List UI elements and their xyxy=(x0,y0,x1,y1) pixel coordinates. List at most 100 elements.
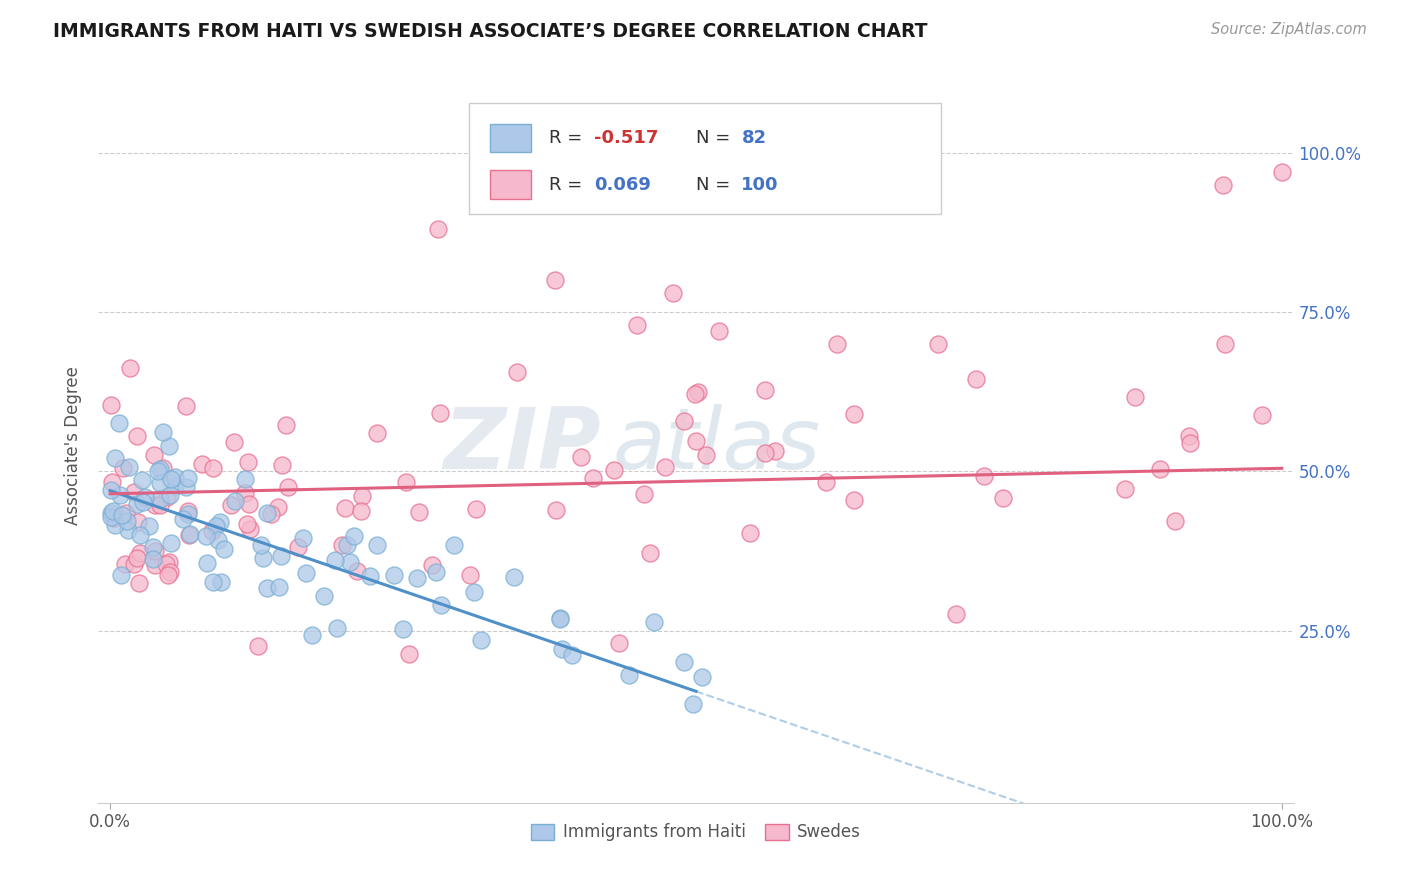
Point xyxy=(314,590,336,604)
Point xyxy=(695,449,717,463)
Point xyxy=(1212,178,1234,192)
Point xyxy=(110,567,132,582)
Point xyxy=(945,607,967,621)
Point xyxy=(149,462,172,476)
Point xyxy=(569,450,592,465)
Point xyxy=(222,434,245,449)
Point xyxy=(330,538,353,552)
Point xyxy=(654,459,676,474)
Point xyxy=(295,566,318,580)
Point xyxy=(352,489,374,503)
Text: 0.069: 0.069 xyxy=(595,176,651,194)
Point xyxy=(366,538,388,552)
Point xyxy=(157,439,180,453)
Point xyxy=(236,516,259,531)
Point xyxy=(271,458,294,472)
Point xyxy=(429,407,451,421)
Point xyxy=(239,522,262,536)
Point xyxy=(287,541,309,555)
Point xyxy=(212,541,235,556)
Point xyxy=(117,459,139,474)
Point xyxy=(142,540,165,554)
Point xyxy=(114,507,136,521)
Point xyxy=(177,507,200,521)
Point xyxy=(503,569,526,583)
Point xyxy=(965,372,987,386)
Point xyxy=(425,565,447,579)
Point xyxy=(844,493,866,508)
Point xyxy=(131,495,153,509)
Point xyxy=(159,565,181,579)
Legend: Immigrants from Haiti, Swedes: Immigrants from Haiti, Swedes xyxy=(524,817,868,848)
Point xyxy=(406,571,429,585)
Text: 82: 82 xyxy=(741,129,766,147)
Point xyxy=(673,415,696,429)
Point xyxy=(1149,462,1171,476)
Point xyxy=(709,324,731,338)
Point xyxy=(339,555,361,569)
Point xyxy=(238,455,260,469)
Point xyxy=(125,551,148,566)
Point xyxy=(176,504,198,518)
Point xyxy=(408,504,430,518)
Point xyxy=(134,490,156,504)
Point xyxy=(323,553,346,567)
Point xyxy=(1180,436,1202,450)
Point xyxy=(458,568,481,582)
Point xyxy=(143,499,166,513)
Point xyxy=(233,485,256,500)
Point xyxy=(366,426,388,441)
Point xyxy=(159,555,181,569)
Point xyxy=(190,458,212,472)
Point xyxy=(100,510,122,524)
Point xyxy=(754,446,776,460)
Point xyxy=(128,528,150,542)
Point xyxy=(844,407,866,421)
Point xyxy=(1251,408,1274,422)
Point xyxy=(128,576,150,591)
Point xyxy=(120,361,142,376)
Point xyxy=(266,500,288,514)
Point xyxy=(301,628,323,642)
Point xyxy=(607,636,630,650)
Point xyxy=(274,417,297,432)
Point xyxy=(201,461,224,475)
Point xyxy=(544,273,567,287)
Point xyxy=(219,498,242,512)
Point xyxy=(682,697,704,711)
Point xyxy=(548,612,571,626)
Point xyxy=(1177,429,1199,443)
Point xyxy=(617,668,640,682)
Point xyxy=(260,507,283,521)
Point xyxy=(927,337,949,351)
Point xyxy=(138,519,160,533)
Point xyxy=(686,384,709,399)
Point xyxy=(209,574,232,589)
Point xyxy=(1213,337,1236,351)
Point xyxy=(127,515,149,529)
Point xyxy=(100,483,122,497)
Point xyxy=(336,537,359,551)
FancyBboxPatch shape xyxy=(491,170,531,199)
Point xyxy=(143,544,166,558)
Point xyxy=(346,565,368,579)
FancyBboxPatch shape xyxy=(491,124,531,153)
Point xyxy=(633,487,655,501)
Point xyxy=(207,533,229,547)
Point xyxy=(814,475,837,490)
Point xyxy=(127,429,149,443)
Point xyxy=(993,491,1015,506)
Point xyxy=(250,538,273,552)
Text: atlas: atlas xyxy=(613,404,820,488)
Point xyxy=(546,503,568,517)
Text: -0.517: -0.517 xyxy=(595,129,659,147)
Text: ZIP: ZIP xyxy=(443,404,600,488)
Point xyxy=(204,519,226,533)
Point xyxy=(420,558,443,572)
Point xyxy=(100,398,122,412)
Point xyxy=(582,471,605,485)
Point xyxy=(470,633,492,648)
Point xyxy=(561,648,583,662)
Point xyxy=(269,580,291,594)
Point xyxy=(157,568,180,582)
